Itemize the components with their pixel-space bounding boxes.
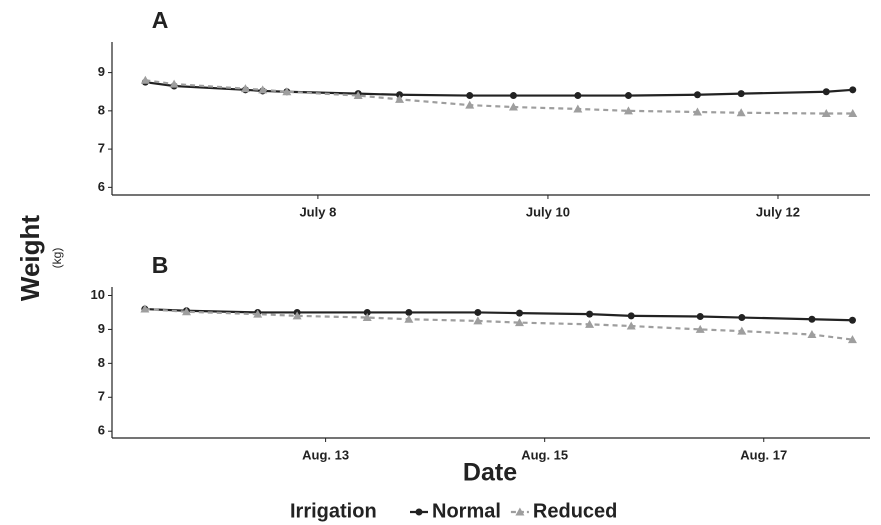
y-tick-label: 8: [98, 102, 105, 117]
legend-marker: [515, 507, 525, 516]
data-point: [736, 108, 746, 117]
data-point: [695, 324, 705, 333]
data-point: [848, 316, 856, 324]
data-point: [847, 335, 857, 344]
data-point: [849, 86, 857, 94]
data-point: [473, 316, 483, 325]
x-axis-label: Date: [463, 459, 517, 487]
data-point: [573, 104, 583, 113]
x-tick-label: July 8: [299, 204, 336, 219]
x-tick-label: Aug. 13: [302, 447, 349, 462]
data-point: [258, 85, 268, 94]
data-point: [353, 91, 363, 100]
data-point: [240, 84, 250, 93]
data-point: [509, 92, 517, 100]
data-point: [737, 326, 747, 335]
data-point: [140, 75, 150, 84]
y-tick-label: 7: [98, 141, 105, 156]
data-point: [623, 106, 633, 115]
panel-title: A: [152, 7, 169, 33]
y-tick-label: 9: [98, 321, 105, 336]
data-point: [292, 311, 302, 320]
y-tick-label: 6: [98, 179, 105, 194]
data-point: [465, 100, 475, 109]
data-point: [466, 92, 474, 100]
data-point: [574, 92, 582, 100]
x-tick-label: Aug. 17: [740, 447, 787, 462]
data-point: [696, 313, 704, 321]
data-point: [253, 309, 263, 318]
data-point: [515, 309, 523, 317]
legend-title: Irrigation: [290, 500, 377, 522]
data-point: [624, 92, 632, 100]
data-point: [738, 314, 746, 322]
data-point: [140, 304, 150, 313]
data-point: [404, 314, 414, 323]
data-point: [586, 310, 594, 318]
x-tick-label: July 10: [526, 204, 570, 219]
data-point: [807, 330, 817, 339]
data-point: [181, 307, 191, 316]
y-tick-label: 7: [98, 389, 105, 404]
data-point: [808, 315, 816, 323]
data-point: [363, 308, 371, 316]
data-point: [169, 79, 179, 88]
data-point: [626, 321, 636, 330]
data-point: [737, 90, 745, 98]
data-point: [395, 94, 405, 103]
x-tick-label: Aug. 15: [521, 447, 568, 462]
panel-title: B: [152, 252, 169, 278]
data-point: [514, 318, 524, 327]
y-axis-label: Weight: [15, 215, 45, 302]
data-point: [693, 91, 701, 99]
data-point: [362, 313, 372, 322]
series-line: [145, 81, 853, 97]
data-point: [692, 107, 702, 116]
data-point: [627, 312, 635, 320]
data-point: [848, 109, 858, 118]
legend-marker: [415, 508, 423, 516]
series-line: [145, 79, 853, 115]
data-point: [508, 102, 518, 111]
data-point: [585, 319, 595, 328]
series-line: [144, 307, 853, 341]
data-point: [282, 87, 292, 96]
data-point: [474, 308, 482, 316]
data-point: [822, 88, 830, 96]
legend-label: Normal: [432, 500, 501, 522]
y-tick-label: 10: [91, 287, 105, 302]
legend-label: Reduced: [533, 500, 617, 522]
data-point: [821, 109, 831, 118]
y-tick-label: 9: [98, 64, 105, 79]
x-tick-label: July 12: [756, 204, 800, 219]
data-point: [396, 91, 404, 99]
y-axis-unit: (kg): [50, 248, 64, 269]
series-line: [144, 307, 853, 322]
y-tick-label: 6: [98, 423, 105, 438]
data-point: [405, 308, 413, 316]
y-tick-label: 8: [98, 355, 105, 370]
